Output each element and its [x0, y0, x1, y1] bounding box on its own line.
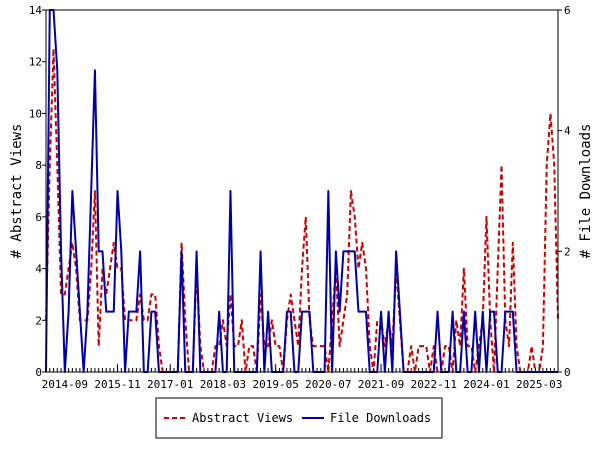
series-line-file-downloads — [45, 9, 558, 373]
x-tick-label: 2018-03 — [200, 378, 246, 391]
right-axis-title: # File Downloads — [578, 124, 594, 259]
y-right-tick-label: 4 — [564, 125, 571, 138]
plot-area-frame — [45, 9, 559, 373]
x-tick-label: 2024-01 — [463, 378, 509, 391]
tick-labels: 2014-09 2015-11 2017-01 2018-03 2019-05 2020-… — [29, 4, 571, 391]
legend-box — [155, 397, 443, 439]
y-left-tick-label: 12 — [29, 56, 42, 69]
x-tick-label: 2015-11 — [94, 378, 140, 391]
legend-label-file-downloads: File Downloads — [330, 411, 431, 425]
x-tick-label: 2020-07 — [305, 378, 351, 391]
left-axis-title: # Abstract Views — [9, 124, 25, 259]
x-tick-label: 2022-11 — [411, 378, 457, 391]
x-tick-label: 2019-05 — [252, 378, 298, 391]
y-left-tick-label: 2 — [35, 314, 42, 327]
y-left-tick-label: 0 — [35, 366, 42, 379]
y-left-tick-label: 8 — [35, 159, 42, 172]
x-tick-label: 2021-09 — [358, 378, 404, 391]
series-lines — [45, 9, 559, 373]
legend: Abstract Views File Downloads — [155, 397, 443, 439]
y-left-tick-label: 10 — [29, 107, 42, 120]
y-right-tick-label: 6 — [564, 4, 571, 17]
y-left-tick-label: 6 — [35, 211, 42, 224]
y-right-tick-label: 2 — [564, 245, 571, 258]
legend-label-abstract-views: Abstract Views — [192, 411, 293, 425]
y-left-tick-label: 4 — [35, 263, 42, 276]
x-tick-label: 2025-03 — [516, 378, 562, 391]
series-line-abstract-views — [45, 47, 559, 373]
x-tick-label: 2017-01 — [147, 378, 193, 391]
y-right-tick-label: 0 — [564, 366, 571, 379]
x-tick-label: 2014-09 — [42, 378, 88, 391]
y-left-tick-label: 14 — [29, 4, 43, 17]
